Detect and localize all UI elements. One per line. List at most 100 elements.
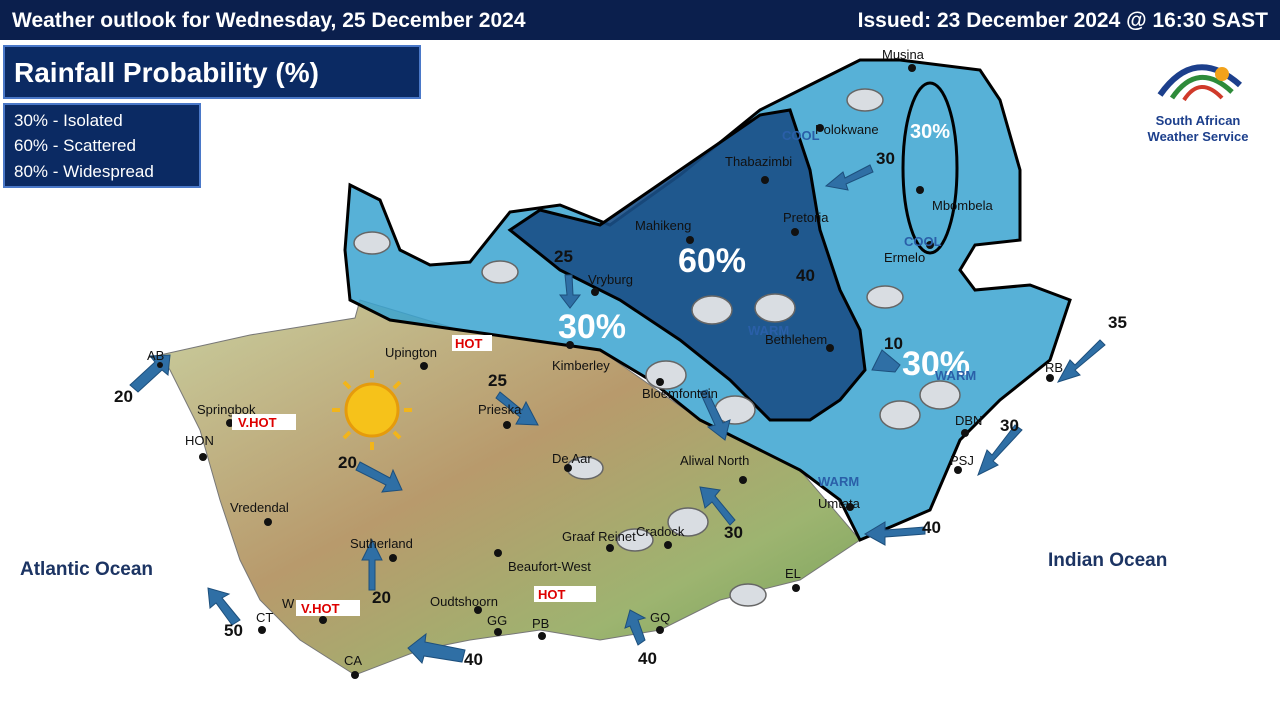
legend-item: 60% - Scattered <box>14 136 136 155</box>
city-dot <box>791 228 799 236</box>
city-dot <box>591 288 599 296</box>
wind-speed: 20 <box>114 387 133 406</box>
wind-speed: 30 <box>876 149 895 168</box>
legend-item: 80% - Widespread <box>14 162 154 181</box>
city-dot <box>761 176 769 184</box>
city-dot <box>474 606 482 614</box>
city-dot <box>816 124 824 132</box>
city-dot <box>686 236 694 244</box>
wind-speed: 40 <box>922 518 941 537</box>
temp-label: HOT <box>455 336 483 351</box>
city-label: Springbok <box>197 402 256 417</box>
city-dot <box>503 421 511 429</box>
city-label: Kimberley <box>552 358 610 373</box>
wind-speed: 25 <box>554 247 573 266</box>
city-label: EL <box>785 566 801 581</box>
city-label: Mahikeng <box>635 218 691 233</box>
city-dot <box>739 476 747 484</box>
city-label: AB <box>147 348 164 363</box>
temp-label: WARM <box>748 323 789 338</box>
city-label: Vredendal <box>230 500 289 515</box>
map-title-box <box>3 45 421 99</box>
temp-label: HOT <box>538 587 566 602</box>
region-label: 30% <box>910 121 950 143</box>
city-dot <box>961 429 969 437</box>
city-label: HON <box>185 433 214 448</box>
wind-speed: 40 <box>796 266 815 285</box>
city-label: DBN <box>955 413 982 428</box>
region-label: 30% <box>902 345 970 383</box>
city-label: Thabazimbi <box>725 154 792 169</box>
ocean-label: Indian Ocean <box>1048 550 1167 571</box>
city-dot <box>264 518 272 526</box>
city-label: Ermelo <box>884 250 925 265</box>
temp-label: COOL <box>904 234 942 249</box>
logo-text: South African <box>1156 113 1241 128</box>
legend-box <box>3 103 201 188</box>
city-label: W <box>282 596 295 611</box>
city-dot <box>846 503 854 511</box>
city-dot <box>954 466 962 474</box>
city-label: CA <box>344 653 362 668</box>
city-label: Prieska <box>478 402 522 417</box>
temp-box <box>452 335 492 351</box>
city-dot <box>389 554 397 562</box>
city-label: Beaufort-West <box>508 559 591 574</box>
city-label: Oudtshoorn <box>430 594 498 609</box>
city-dot <box>656 626 664 634</box>
city-dot <box>199 453 207 461</box>
map-title: Rainfall Probability (%) <box>14 57 319 88</box>
rain-region-60 <box>507 108 867 422</box>
temp-label: V.HOT <box>238 415 277 430</box>
header-title: Weather outlook for Wednesday, 25 Decemb… <box>12 9 526 32</box>
city-label: PB <box>532 616 549 631</box>
city-label: PSJ <box>950 453 974 468</box>
city-dot <box>1046 374 1054 382</box>
wind-speed: 25 <box>488 371 507 390</box>
header-issued: Issued: 23 December 2024 @ 16:30 SAST <box>858 9 1269 32</box>
city-label: De Aar <box>552 451 592 466</box>
temp-label: WARM <box>935 368 976 383</box>
city-label: Upington <box>385 345 437 360</box>
city-label: CT <box>256 610 273 625</box>
city-label: GG <box>487 613 507 628</box>
city-label: Cradock <box>636 524 685 539</box>
city-dot <box>258 626 266 634</box>
temp-box <box>296 600 360 616</box>
city-label: Graaf Reinet <box>562 529 636 544</box>
logo: South African Weather Service <box>1148 64 1249 144</box>
wind-arrows <box>129 164 1106 664</box>
temp-label: V.HOT <box>301 601 340 616</box>
logo-text: Weather Service <box>1148 129 1249 144</box>
wind-speed: 40 <box>464 650 483 669</box>
city-dot <box>908 64 916 72</box>
city-label: GQ <box>650 610 670 625</box>
city-dot <box>494 549 502 557</box>
region-label: 30% <box>558 308 626 346</box>
city-dot <box>351 671 359 679</box>
city-label: Umtata <box>818 496 861 511</box>
city-dot <box>792 584 800 592</box>
city-dot <box>319 616 327 624</box>
rain-region-30-small <box>901 81 959 255</box>
city-label: Sutherland <box>350 536 413 551</box>
city-label: Bloemfontein <box>642 386 718 401</box>
city-dot <box>494 628 502 636</box>
city-dot <box>916 186 924 194</box>
header-bar <box>0 0 1280 40</box>
city-dot <box>664 541 672 549</box>
legend-item: 30% - Isolated <box>14 111 123 130</box>
wind-speed: 30 <box>1000 416 1019 435</box>
city-dot <box>926 241 934 249</box>
wind-speed: 50 <box>224 621 243 640</box>
temp-box <box>534 586 596 602</box>
temp-box <box>232 414 296 430</box>
city-label: Pretoria <box>783 210 829 225</box>
city-label: Mbombela <box>932 198 993 213</box>
city-label: Polokwane <box>815 122 879 137</box>
cloud-icons <box>353 88 961 607</box>
city-label: RB <box>1045 360 1063 375</box>
